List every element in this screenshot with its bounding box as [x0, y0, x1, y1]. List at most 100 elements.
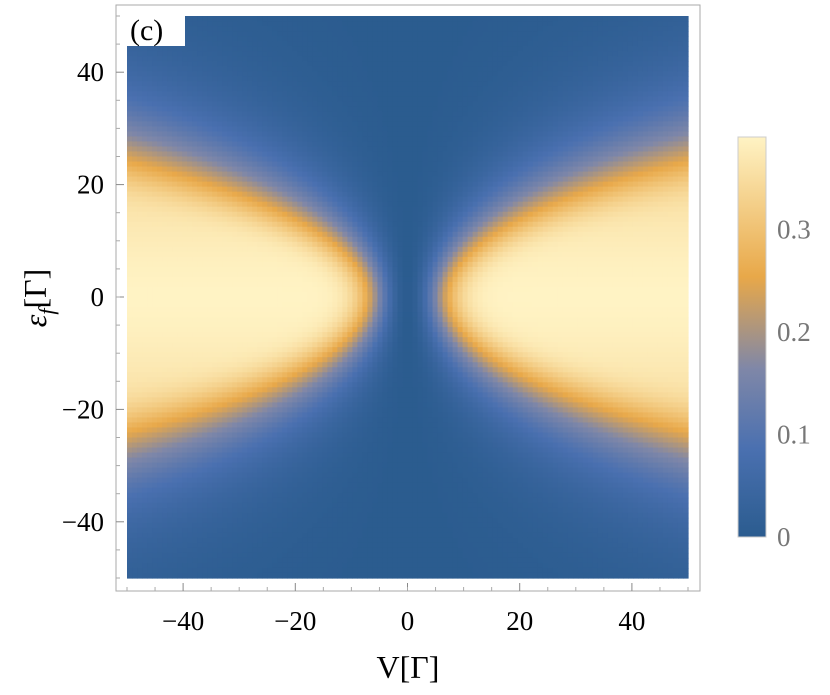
heatmap-cell: [127, 417, 133, 424]
heatmap-cell: [307, 372, 313, 378]
heatmap-cell: [297, 146, 303, 153]
heatmap-cell: [277, 347, 283, 353]
heatmap-cell: [137, 96, 143, 102]
heatmap-cell: [252, 161, 258, 168]
heatmap-cell: [272, 121, 278, 127]
heatmap-cell: [217, 241, 223, 248]
heatmap-cell: [197, 382, 203, 388]
heatmap-cell: [182, 156, 188, 163]
heatmap-cell: [292, 517, 298, 524]
heatmap-cell: [192, 246, 198, 253]
heatmap-cell: [257, 327, 263, 333]
heatmap-cell: [127, 171, 133, 178]
heatmap-cell: [272, 367, 278, 373]
heatmap-cell: [282, 221, 288, 228]
heatmap-cell: [217, 111, 223, 117]
heatmap-cell: [257, 462, 263, 469]
heatmap-cell: [197, 552, 203, 559]
heatmap-cell: [242, 56, 248, 62]
heatmap-cell: [177, 181, 183, 188]
heatmap-cell: [262, 447, 268, 454]
heatmap-cell: [242, 201, 248, 208]
heatmap-cell: [202, 312, 208, 318]
heatmap-cell: [227, 151, 233, 158]
heatmap-cell: [237, 527, 243, 534]
heatmap-cell: [337, 297, 343, 303]
heatmap-cell: [282, 327, 288, 333]
heatmap-cell: [132, 146, 138, 153]
heatmap-cell: [172, 71, 178, 77]
heatmap-cell: [152, 352, 158, 358]
heatmap-cell: [317, 31, 323, 37]
heatmap-cell: [312, 171, 318, 178]
heatmap-cell: [222, 126, 228, 133]
heatmap-cell: [262, 357, 268, 363]
heatmap-cell: [217, 552, 223, 559]
heatmap-cell: [167, 161, 173, 168]
heatmap-cell: [317, 557, 323, 564]
heatmap-cell: [237, 487, 243, 494]
heatmap-cell: [287, 156, 293, 163]
heatmap-cell: [337, 497, 343, 504]
heatmap-cell: [182, 56, 188, 62]
heatmap-cell: [267, 246, 273, 253]
heatmap-cell: [277, 492, 283, 499]
heatmap-cell: [277, 111, 283, 117]
heatmap-cell: [272, 407, 278, 414]
heatmap-cell: [272, 221, 278, 228]
heatmap-cell: [307, 46, 313, 52]
heatmap-cell: [162, 51, 168, 57]
heatmap-cell: [202, 26, 208, 32]
heatmap-cell: [242, 407, 248, 414]
heatmap-cell: [242, 442, 248, 449]
heatmap-cell: [217, 497, 223, 504]
heatmap-cell: [262, 312, 268, 318]
heatmap-cell: [317, 307, 323, 313]
heatmap-cell: [242, 427, 248, 434]
heatmap-cell: [342, 56, 348, 62]
heatmap-cell: [272, 507, 278, 514]
heatmap-cell: [282, 427, 288, 434]
heatmap-cell: [337, 271, 343, 278]
heatmap-cell: [307, 382, 313, 388]
heatmap-cell: [157, 372, 163, 378]
heatmap-cell: [322, 281, 328, 288]
heatmap-cell: [287, 261, 293, 268]
heatmap-cell: [202, 21, 208, 27]
heatmap-cell: [242, 291, 248, 298]
heatmap-cell: [182, 312, 188, 318]
heatmap-cell: [162, 136, 168, 143]
heatmap-cell: [187, 427, 193, 434]
heatmap-cell: [232, 21, 238, 27]
heatmap-cell: [212, 241, 218, 248]
heatmap-cell: [127, 126, 133, 133]
heatmap-cell: [322, 402, 328, 408]
heatmap-cell: [142, 432, 148, 439]
heatmap-cell: [127, 271, 133, 278]
heatmap-cell: [327, 562, 333, 569]
heatmap-cell: [247, 482, 253, 489]
heatmap-cell: [297, 547, 303, 554]
heatmap-cell: [212, 457, 218, 464]
heatmap-cell: [257, 186, 263, 193]
heatmap-cell: [127, 91, 133, 97]
heatmap-cell: [312, 502, 318, 509]
heatmap-cell: [207, 256, 213, 263]
heatmap-cell: [297, 412, 303, 419]
heatmap-cell: [187, 382, 193, 388]
heatmap-cell: [147, 101, 153, 107]
heatmap-cell: [137, 552, 143, 559]
heatmap-cell: [142, 276, 148, 283]
heatmap-cell: [287, 487, 293, 494]
heatmap-cell: [207, 51, 213, 57]
heatmap-cell: [292, 111, 298, 117]
heatmap-cell: [192, 567, 198, 574]
heatmap-cell: [182, 517, 188, 524]
heatmap-cell: [287, 422, 293, 429]
heatmap-cell: [242, 472, 248, 479]
heatmap-cell: [197, 211, 203, 218]
heatmap-cell: [307, 412, 313, 419]
heatmap-cell: [312, 256, 318, 263]
heatmap-cell: [267, 317, 273, 323]
heatmap-cell: [342, 402, 348, 408]
